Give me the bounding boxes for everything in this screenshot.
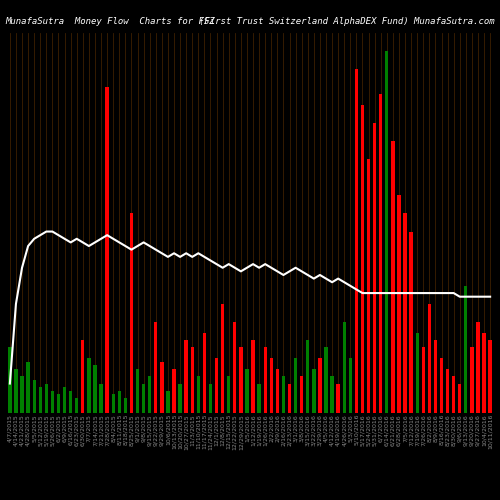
Bar (172, 369, 176, 412)
Bar (324, 348, 328, 412)
Bar (318, 358, 322, 412)
Bar (470, 348, 474, 412)
Bar (209, 384, 212, 412)
Bar (44, 384, 48, 412)
Bar (440, 358, 443, 412)
Bar (94, 366, 96, 412)
Bar (136, 369, 139, 412)
Bar (398, 196, 400, 412)
Bar (416, 333, 419, 412)
Bar (227, 376, 230, 412)
Bar (354, 68, 358, 412)
Bar (312, 369, 316, 412)
Bar (233, 322, 236, 412)
Bar (361, 105, 364, 412)
Bar (8, 348, 12, 412)
Bar (373, 123, 376, 412)
Bar (288, 384, 291, 412)
Bar (282, 376, 285, 412)
Bar (452, 376, 456, 412)
Bar (252, 340, 254, 412)
Bar (124, 398, 127, 412)
Bar (106, 87, 109, 412)
Bar (482, 333, 486, 412)
Bar (57, 394, 60, 412)
Bar (166, 391, 170, 412)
Bar (154, 322, 158, 412)
Bar (306, 340, 310, 412)
Bar (270, 358, 273, 412)
Bar (160, 362, 164, 412)
Bar (178, 384, 182, 412)
Bar (294, 358, 298, 412)
Bar (404, 214, 406, 412)
Text: MunafaSutra  Money Flow  Charts for FSZ: MunafaSutra Money Flow Charts for FSZ (5, 18, 214, 26)
Bar (446, 369, 450, 412)
Bar (488, 340, 492, 412)
Bar (118, 391, 121, 412)
Bar (63, 387, 66, 412)
Bar (348, 358, 352, 412)
Bar (276, 369, 279, 412)
Bar (258, 384, 261, 412)
Bar (69, 391, 72, 412)
Bar (221, 304, 224, 412)
Bar (75, 398, 78, 412)
Bar (87, 358, 90, 412)
Bar (50, 391, 54, 412)
Bar (342, 322, 346, 412)
Bar (385, 50, 388, 412)
Bar (330, 376, 334, 412)
Bar (100, 384, 102, 412)
Bar (464, 286, 468, 412)
Bar (336, 384, 340, 412)
Bar (142, 384, 146, 412)
Bar (367, 159, 370, 412)
Bar (202, 333, 206, 412)
Bar (112, 394, 115, 412)
Bar (215, 358, 218, 412)
Bar (300, 376, 304, 412)
Bar (184, 340, 188, 412)
Bar (14, 369, 18, 412)
Bar (391, 141, 394, 412)
Bar (246, 369, 248, 412)
Bar (379, 94, 382, 412)
Bar (239, 348, 242, 412)
Bar (148, 376, 152, 412)
Bar (20, 376, 24, 412)
Bar (32, 380, 36, 412)
Bar (410, 232, 413, 412)
Bar (26, 362, 30, 412)
Bar (434, 340, 437, 412)
Bar (422, 348, 425, 412)
Bar (130, 214, 133, 412)
Bar (190, 348, 194, 412)
Bar (81, 340, 84, 412)
Bar (264, 348, 267, 412)
Text: (First Trust Switzerland AlphaDEX Fund) MunafaSutra.com: (First Trust Switzerland AlphaDEX Fund) … (200, 18, 495, 26)
Bar (428, 304, 431, 412)
Bar (458, 384, 462, 412)
Bar (476, 322, 480, 412)
Bar (38, 387, 42, 412)
Bar (196, 376, 200, 412)
